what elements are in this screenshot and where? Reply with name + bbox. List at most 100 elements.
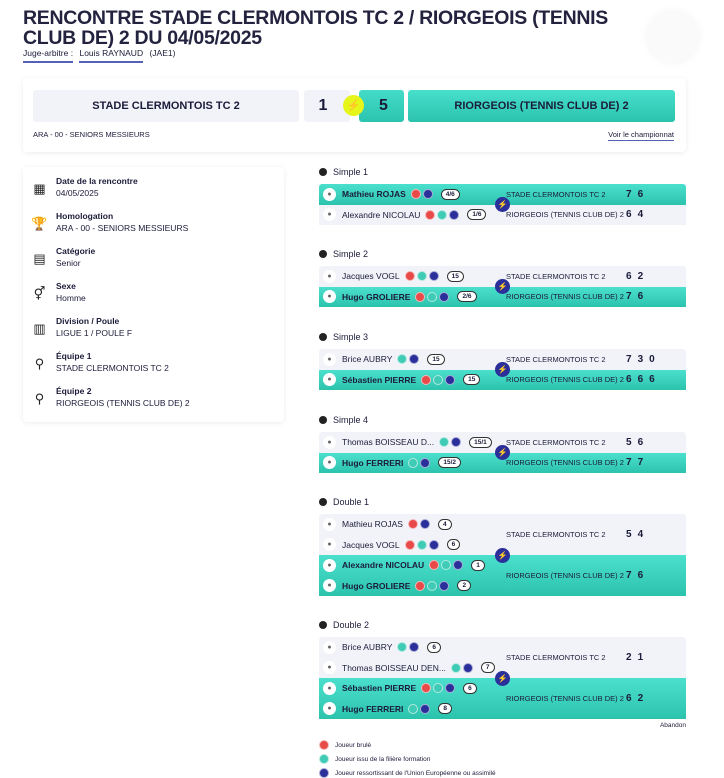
team-name: RIORGEOIS (TENNIS CLUB DE) 2	[506, 210, 624, 220]
player-name[interactable]: Hugo FERRERI	[342, 703, 404, 714]
set-score: 6	[626, 693, 632, 704]
player[interactable]: ● Brice AUBRY 6	[319, 637, 504, 658]
player-name[interactable]: Brice AUBRY	[342, 354, 393, 365]
player-name[interactable]: Alexandre NICOLAU	[342, 209, 421, 220]
player-ranking: 2/6	[457, 291, 477, 303]
match-card[interactable]: ● Mathieu ROJAS 4 ● Jacques VOGL 6 STADE CLERM…	[319, 514, 686, 596]
legend-item: Joueur issu de la filière formation	[319, 754, 430, 764]
training-player-icon	[439, 437, 450, 448]
team1-name[interactable]: STADE CLERMONTOIS TC 2	[33, 90, 299, 122]
training-player-icon	[433, 683, 444, 694]
training-player-icon	[408, 457, 419, 468]
match-card[interactable]: ● Brice AUBRY 15 STADE CLERMONTOIS TC 2 7 3 0 ●…	[319, 349, 686, 390]
player-name[interactable]: Hugo FERRERI	[342, 457, 404, 468]
player-name[interactable]: Brice AUBRY	[342, 642, 393, 653]
match-team: ● Sébastien PIERRE 6 ● Hugo FERRERI 8 RIORGEOI…	[319, 678, 686, 719]
versus-bolt-icon: ⚡	[495, 547, 510, 563]
player[interactable]: ● Alexandre NICOLAU 1	[319, 555, 504, 576]
set-score: 4	[637, 209, 644, 221]
info-label: Date de la rencontre	[56, 176, 138, 186]
team-name: STADE CLERMONTOIS TC 2	[506, 530, 606, 539]
player-name[interactable]: Jacques VOGL	[342, 539, 400, 550]
team-name: STADE CLERMONTOIS TC 2	[506, 271, 606, 281]
match-block: Simple 2 ● Jacques VOGL 15 STADE CLERMONTOI…	[319, 247, 686, 307]
player-name[interactable]: Alexandre NICOLAU	[342, 560, 425, 571]
racket-2-icon: ⚲	[34, 391, 45, 406]
team2-name[interactable]: RIORGEOIS (TENNIS CLUB DE) 2	[408, 90, 675, 122]
player[interactable]: ● Hugo GROLIERE 2/6	[319, 287, 504, 308]
tennis-ball-icon	[319, 168, 327, 176]
player[interactable]: ● Mathieu ROJAS 4	[319, 514, 504, 535]
trophy-icon: 🏆	[31, 216, 48, 231]
team-name: RIORGEOIS (TENNIS CLUB DE) 2	[506, 458, 624, 468]
match-card[interactable]: ● Thomas BOISSEAU D... 15/1 STADE CLERMONTO…	[319, 432, 686, 473]
versus-bolt-icon: ⚡	[495, 670, 510, 686]
info-label: Sexe	[56, 281, 76, 291]
set-score: 7	[626, 457, 632, 469]
player[interactable]: ● Jacques VOGL 6	[319, 535, 504, 556]
info-label: Division / Poule	[56, 316, 120, 326]
player[interactable]: ● Sébastien PIERRE 6	[319, 678, 504, 699]
player-name[interactable]: Mathieu ROJAS	[342, 519, 403, 530]
set-score: 6	[637, 436, 644, 448]
player-name[interactable]: Thomas BOISSEAU DEN...	[342, 662, 446, 673]
racket-1-icon: ⚲	[34, 356, 45, 371]
info-label: Équipe 1	[56, 351, 92, 361]
player[interactable]: ● Brice AUBRY 15	[319, 349, 504, 370]
player[interactable]: ● Hugo FERRERI 8	[319, 699, 504, 720]
player-name[interactable]: Mathieu ROJAS	[342, 189, 406, 200]
player-name[interactable]: Hugo GROLIERE	[342, 580, 411, 591]
player-name[interactable]: Thomas BOISSEAU D...	[342, 437, 435, 448]
match-title: Double 2	[319, 618, 686, 632]
training-player-icon	[450, 662, 461, 673]
match-card[interactable]: ● Jacques VOGL 15 STADE CLERMONTOIS TC 2 6 2 ●…	[319, 266, 686, 307]
player[interactable]: ● Sébastien PIERRE 15	[319, 370, 504, 391]
match-team: ● Thomas BOISSEAU D... 15/1 STADE CLERMONTO…	[319, 432, 686, 453]
view-championship-link[interactable]: Voir le championnat	[608, 130, 674, 141]
referee-name-link[interactable]: Louis RAYNAUD	[79, 48, 144, 63]
player-name[interactable]: Hugo GROLIERE	[342, 291, 411, 302]
versus-bolt-icon: ⚡	[495, 362, 510, 377]
set-score: 7	[637, 457, 644, 469]
page-title: RENCONTRE STADE CLERMONTOIS TC 2 / RIORG…	[23, 7, 608, 49]
eu-player-icon	[420, 703, 431, 714]
set-score: 7	[626, 570, 632, 581]
player[interactable]: ● Hugo GROLIERE 2	[319, 576, 504, 597]
player-ranking: 8	[438, 703, 453, 715]
match-card[interactable]: ● Mathieu ROJAS 4/6 STADE CLERMONTOIS TC 2 7…	[319, 184, 686, 225]
player[interactable]: ● Mathieu ROJAS 4/6	[319, 184, 504, 205]
tennis-ball-icon	[319, 250, 327, 258]
player-name[interactable]: Sébastien PIERRE	[342, 374, 417, 385]
match-title-text: Simple 3	[333, 332, 369, 342]
burned-player-icon	[421, 374, 432, 385]
info-label: Homologation	[56, 211, 114, 221]
avatar-icon: ●	[323, 661, 336, 675]
match-team: ● Hugo FERRERI 15/2 RIORGEOIS (TENNIS CLUB …	[319, 452, 686, 474]
set-score: 2	[637, 270, 644, 282]
player-name[interactable]: Sébastien PIERRE	[342, 683, 417, 694]
player[interactable]: ● Thomas BOISSEAU DEN... 7	[319, 658, 504, 679]
player-ranking: 1/6	[467, 209, 487, 221]
homologation-text: ARA - 00 - SENIORS MESSIEURS	[33, 130, 150, 139]
referee-grade: (JAE1)	[149, 48, 176, 58]
player-name[interactable]: Jacques VOGL	[342, 271, 400, 282]
match-card[interactable]: ● Brice AUBRY 6 ● Thomas BOISSEAU DEN... 7 STA…	[319, 637, 686, 719]
legend-label: Joueur issu de la filière formation	[335, 755, 431, 763]
training-player-icon	[397, 354, 408, 365]
eu-player-icon	[462, 662, 473, 673]
player[interactable]: ● Thomas BOISSEAU D... 15/1	[319, 432, 504, 453]
set-score: 7	[626, 188, 632, 200]
eu-player-icon	[439, 291, 450, 302]
set-score: 6	[626, 270, 632, 282]
player[interactable]: ● Jacques VOGL 15	[319, 266, 504, 287]
avatar-icon: ●	[323, 538, 336, 552]
versus-bolt-icon: ⚡	[343, 95, 364, 116]
player[interactable]: ● Alexandre NICOLAU 1/6	[319, 205, 504, 226]
team-name: RIORGEOIS (TENNIS CLUB DE) 2	[506, 292, 624, 302]
tennis-ball-icon	[319, 498, 327, 506]
player[interactable]: ● Hugo FERRERI 15/2	[319, 453, 504, 474]
